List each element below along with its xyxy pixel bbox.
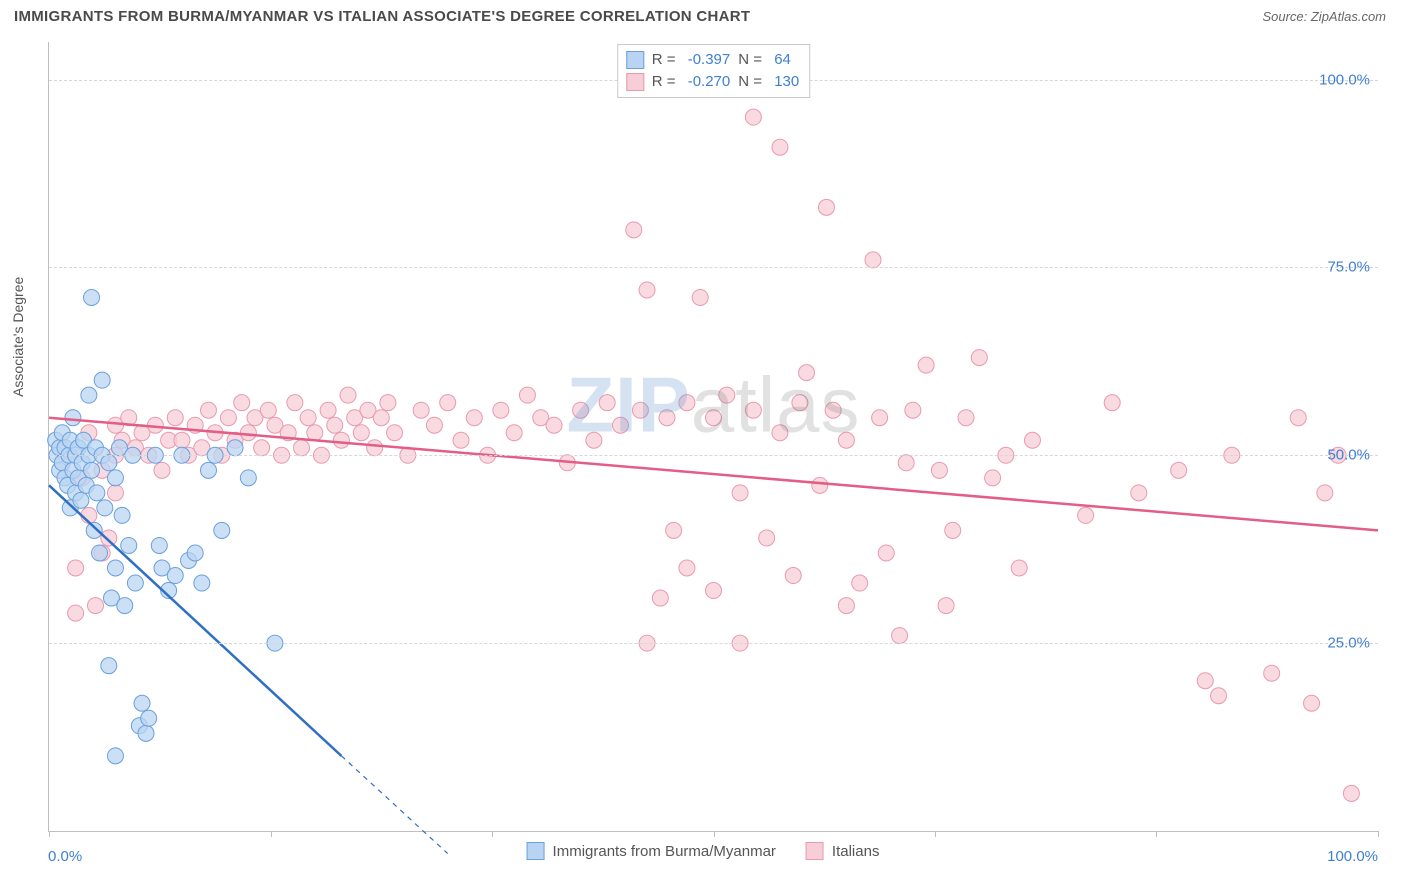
x-tick xyxy=(1378,831,1379,837)
y-tick-label: 100.0% xyxy=(1319,71,1370,88)
chart-title: IMMIGRANTS FROM BURMA/MYANMAR VS ITALIAN… xyxy=(14,8,750,25)
n-value-pink: 130 xyxy=(774,71,799,93)
legend-item-pink: Italians xyxy=(806,842,880,860)
x-axis-min-label: 0.0% xyxy=(48,848,82,865)
swatch-blue xyxy=(626,51,644,69)
y-axis-label: Associate's Degree xyxy=(10,277,26,397)
x-axis-max-label: 100.0% xyxy=(1327,848,1378,865)
legend-swatch-blue xyxy=(527,842,545,860)
legend-label-pink: Italians xyxy=(832,843,880,860)
n-value-blue: 64 xyxy=(774,49,791,71)
stats-row-pink: R = -0.270 N = 130 xyxy=(626,71,799,93)
legend-swatch-pink xyxy=(806,842,824,860)
bottom-legend: Immigrants from Burma/Myanmar Italians xyxy=(527,842,880,860)
header: IMMIGRANTS FROM BURMA/MYANMAR VS ITALIAN… xyxy=(0,0,1406,29)
swatch-pink xyxy=(626,73,644,91)
legend-item-blue: Immigrants from Burma/Myanmar xyxy=(527,842,776,860)
y-tick-label: 50.0% xyxy=(1327,447,1370,464)
r-label: R = xyxy=(652,71,680,93)
r-value-pink: -0.270 xyxy=(688,71,731,93)
stats-row-blue: R = -0.397 N = 64 xyxy=(626,49,799,71)
gridline xyxy=(49,267,1378,268)
y-tick-label: 25.0% xyxy=(1327,635,1370,652)
y-tick-label: 75.0% xyxy=(1327,259,1370,276)
gridline xyxy=(49,643,1378,644)
stats-legend-box: R = -0.397 N = 64 R = -0.270 N = 130 xyxy=(617,44,810,98)
r-value-blue: -0.397 xyxy=(688,49,731,71)
chart-container: Associate's Degree ZIPatlas R = -0.397 N… xyxy=(14,36,1392,878)
n-label: N = xyxy=(738,71,766,93)
scatter-svg xyxy=(49,42,1378,831)
source-attribution: Source: ZipAtlas.com xyxy=(1262,9,1386,24)
plot-area: ZIPatlas R = -0.397 N = 64 R = -0.270 N … xyxy=(48,42,1378,832)
gridline xyxy=(49,455,1378,456)
legend-label-blue: Immigrants from Burma/Myanmar xyxy=(553,843,776,860)
r-label: R = xyxy=(652,49,680,71)
n-label: N = xyxy=(738,49,766,71)
